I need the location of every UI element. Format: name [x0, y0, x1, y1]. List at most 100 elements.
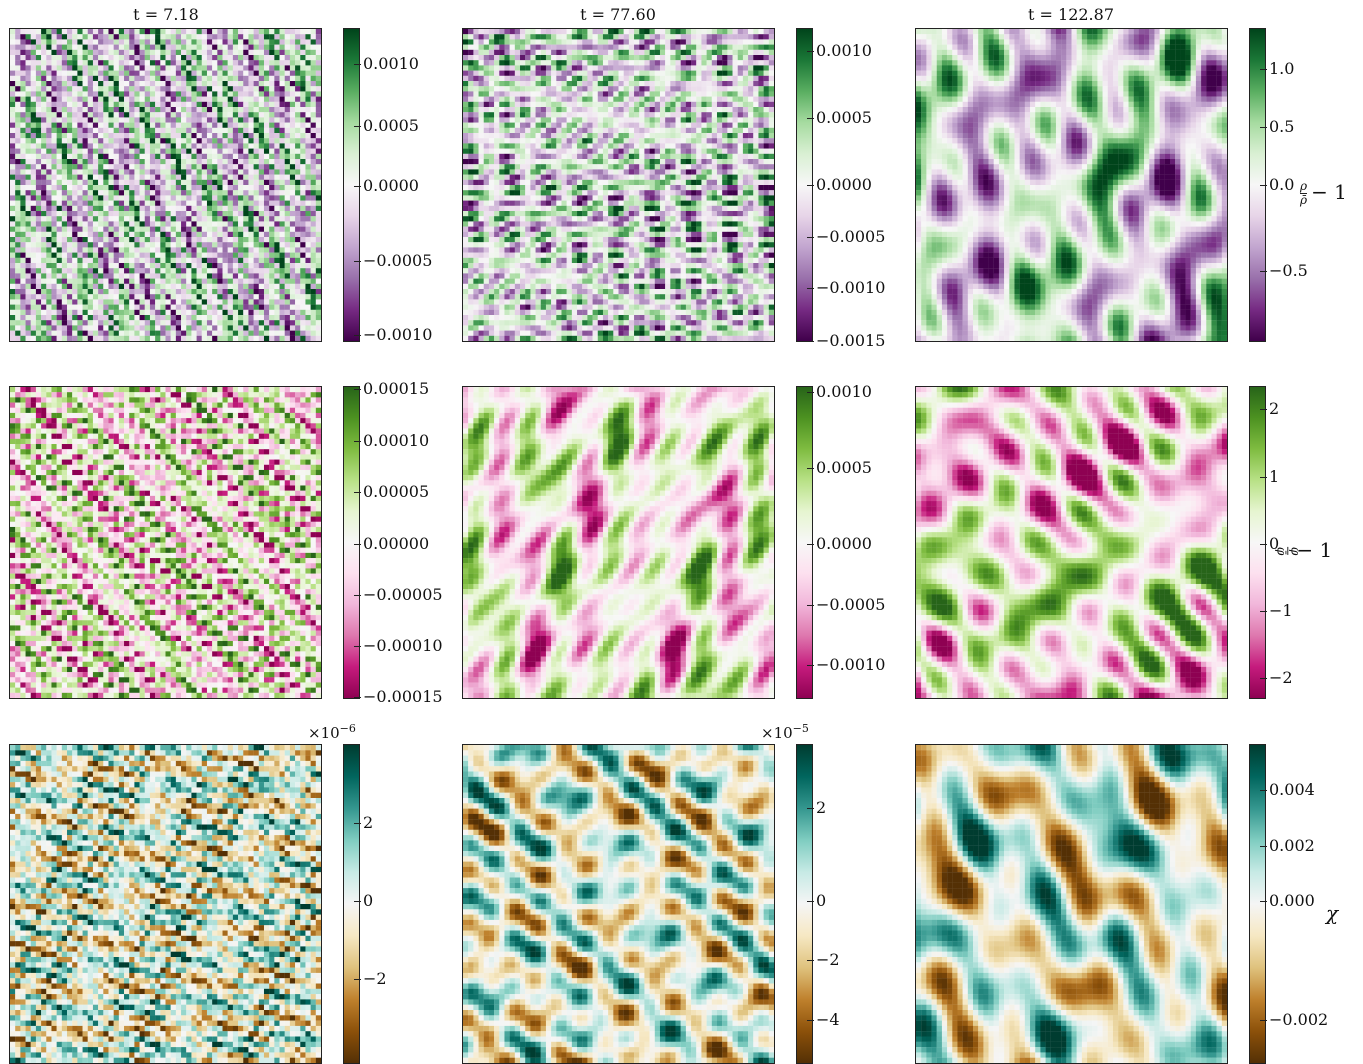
field-cell [98, 320, 104, 326]
field-cell [639, 133, 645, 139]
field-cell [165, 263, 171, 269]
field-cell [758, 138, 764, 144]
field-cell [680, 34, 687, 40]
field-cell [701, 44, 707, 50]
field-cell [649, 65, 655, 71]
field-cell [535, 133, 541, 139]
field-cell [206, 278, 213, 284]
field-cell [46, 247, 52, 253]
field-cell [310, 263, 316, 269]
field-cell [118, 101, 125, 108]
field-cell [274, 107, 280, 113]
field-cell [134, 185, 140, 191]
field-cell [25, 315, 31, 321]
field-cell [597, 34, 604, 40]
field-cell [540, 49, 547, 56]
field-cell [51, 39, 57, 45]
field-cell [186, 133, 192, 139]
field-cell [212, 133, 218, 139]
field-cell [665, 138, 671, 144]
field-cell [15, 252, 21, 258]
field-cell [279, 304, 285, 310]
field-cell [310, 117, 316, 123]
field-cell [289, 138, 296, 144]
field-cell [753, 112, 759, 118]
field-cell [284, 86, 291, 92]
field-cell [711, 143, 718, 149]
field-cell [763, 122, 769, 128]
field-cell [711, 117, 718, 123]
field-cell [238, 268, 244, 274]
field-cell [222, 273, 228, 279]
field-cell [10, 153, 16, 160]
field-cell [248, 91, 254, 97]
field-cell [30, 263, 37, 269]
field-cell [691, 34, 697, 40]
field-cell [175, 211, 182, 217]
field-cell [124, 283, 130, 290]
field-cell [82, 325, 88, 331]
field-cell [722, 65, 728, 71]
field-cell [582, 138, 588, 144]
field-cell [711, 127, 718, 134]
field-cell [149, 179, 156, 186]
field-cell [243, 112, 249, 118]
field-cell [295, 252, 301, 258]
field-cell [494, 127, 500, 134]
field-cell [67, 44, 73, 50]
field-cell [191, 169, 197, 175]
field-cell [488, 86, 495, 92]
field-cell [201, 195, 208, 201]
field-cell [618, 44, 624, 50]
field-cell [566, 34, 572, 40]
field-cell [191, 195, 197, 201]
field-cell [61, 29, 68, 35]
field-cell [217, 325, 223, 331]
field-cell [113, 122, 119, 128]
field-cell [129, 75, 135, 82]
field-cell [181, 65, 187, 71]
field-cell [494, 81, 500, 87]
field-cell [577, 75, 583, 82]
field-cell [129, 320, 135, 326]
field-cell [649, 39, 655, 45]
field-cell [160, 257, 166, 264]
field-cell [92, 159, 99, 165]
panel-title-col-3: t = 122.87 [971, 5, 1171, 24]
field-map-rho-col-1 [9, 28, 322, 342]
field-cell [113, 39, 119, 45]
field-cell [732, 55, 738, 61]
field-cell [711, 55, 718, 61]
field-cell [274, 138, 280, 144]
field-cell [289, 237, 296, 243]
field-cell [602, 143, 609, 149]
field-cell [124, 231, 130, 238]
field-cell [196, 190, 202, 196]
field-cell [30, 138, 37, 144]
field-cell [92, 96, 99, 102]
field-cell [732, 96, 738, 102]
field-cell [483, 81, 490, 87]
field-cell [212, 273, 218, 279]
field-cell [284, 29, 291, 35]
field-cell [649, 29, 655, 35]
field-cell [222, 70, 228, 76]
field-cell [139, 55, 145, 61]
field-cell [473, 49, 479, 56]
field-cell [763, 55, 769, 61]
field-cell [149, 70, 156, 76]
field-cell [113, 242, 119, 248]
field-cell [92, 49, 99, 56]
field-cell [248, 283, 254, 290]
field-cell [608, 55, 614, 61]
field-cell [139, 49, 145, 56]
field-cell [201, 309, 208, 316]
field-cell [61, 96, 68, 102]
field-cell [113, 304, 119, 310]
field-cell [530, 70, 536, 76]
field-cell [618, 75, 624, 82]
field-cell [659, 34, 666, 40]
field-cell [144, 75, 151, 82]
field-cell [592, 138, 598, 144]
field-cell [263, 112, 270, 118]
